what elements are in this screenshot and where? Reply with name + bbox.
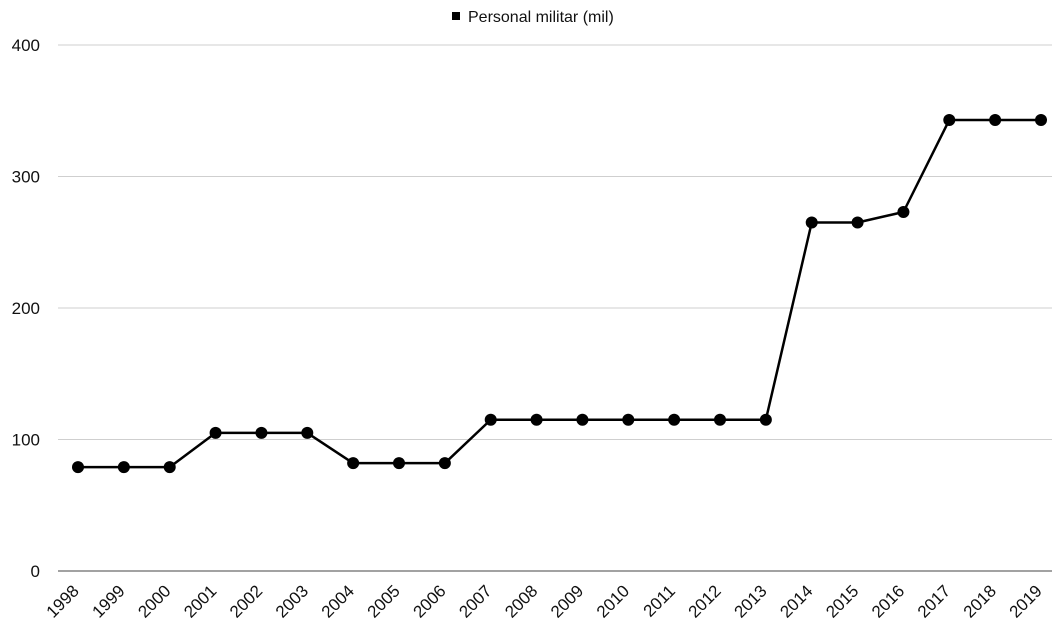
- x-tick-label: 2002: [226, 581, 266, 621]
- x-tick-label: 2011: [640, 581, 679, 620]
- x-tick-label: 2010: [593, 581, 633, 621]
- x-tick-label: 2009: [547, 581, 587, 621]
- data-point-2011: [668, 413, 681, 426]
- data-point-2000: [163, 461, 176, 474]
- series-line: [78, 118, 1041, 469]
- series-layer: [72, 113, 1047, 474]
- data-point-2012: [714, 413, 726, 426]
- data-point-2005: [393, 457, 405, 470]
- data-point-2010: [622, 413, 635, 426]
- y-tick-label: 400: [12, 36, 40, 55]
- x-tick-label: 2012: [685, 581, 725, 621]
- data-point-2014: [805, 216, 818, 229]
- data-point-2003: [301, 426, 314, 439]
- x-tick-label: 1999: [89, 581, 129, 621]
- data-point-2013: [759, 413, 772, 426]
- x-tick-label: 2008: [501, 581, 541, 621]
- x-tick-label: 2006: [410, 581, 450, 621]
- x-tick-label: 2000: [134, 581, 174, 621]
- data-point-2015: [851, 216, 864, 229]
- legend: Personal militar (mil): [452, 9, 614, 26]
- y-tick-label: 0: [31, 562, 40, 581]
- data-point-2006: [438, 457, 451, 470]
- x-tick-label: 2017: [914, 581, 954, 621]
- x-tick-label: 2003: [272, 581, 312, 621]
- legend-marker: [452, 12, 460, 20]
- y-tick-label: 300: [12, 168, 40, 187]
- data-point-2007: [484, 413, 497, 426]
- data-point-2009: [576, 413, 589, 426]
- data-point-2018: [989, 113, 1002, 126]
- x-tick-label: 2018: [960, 581, 1000, 621]
- x-tick-label: 2007: [455, 581, 495, 621]
- y-axis-ticks: 0 100 200 300 400: [12, 36, 40, 581]
- x-axis-ticks: 1998 1999 2000 2001 2002 2003 2004 2005 2006 2007…: [43, 581, 1046, 621]
- data-point-2004: [347, 457, 360, 470]
- x-tick-label: 2013: [731, 581, 771, 621]
- y-tick-label: 200: [12, 299, 40, 318]
- x-tick-label: 2019: [1006, 581, 1046, 621]
- data-point-1999: [117, 461, 130, 474]
- x-tick-label: 2014: [776, 581, 816, 621]
- x-tick-label: 2005: [364, 581, 404, 621]
- x-tick-label: 2004: [318, 581, 358, 621]
- data-point-2017: [943, 113, 956, 126]
- data-point-2019: [1035, 113, 1047, 126]
- data-point-1998: [72, 461, 84, 474]
- data-point-2016: [897, 206, 910, 219]
- x-tick-label: 2016: [868, 581, 908, 621]
- legend-label: Personal militar (mil): [468, 9, 614, 26]
- data-point-2001: [209, 426, 222, 439]
- data-point-2008: [530, 413, 543, 426]
- grid-lines: [58, 44, 1052, 572]
- y-tick-label: 100: [12, 431, 40, 450]
- x-tick-label: 1998: [43, 581, 83, 621]
- x-tick-label: 2001: [180, 581, 220, 621]
- data-point-2002: [255, 426, 268, 439]
- x-tick-label: 2015: [822, 581, 862, 621]
